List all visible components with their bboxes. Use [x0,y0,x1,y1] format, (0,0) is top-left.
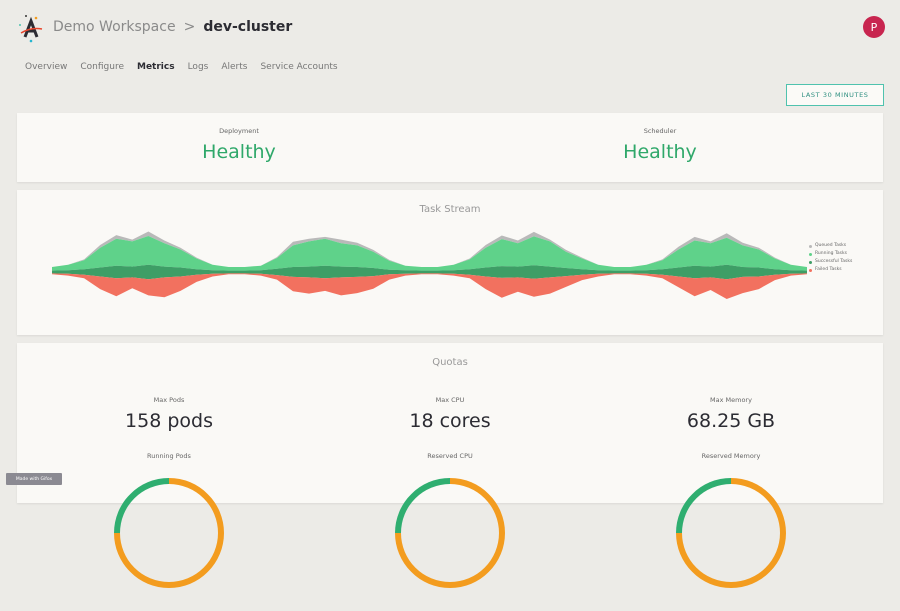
max-memory-value: 68.25 GB [686,410,776,432]
max-cpu-value: 18 cores [409,410,491,432]
avatar[interactable]: P [863,16,885,38]
running-pods-label: Running Pods [147,452,191,460]
max-pods-value: 158 pods [125,410,213,432]
time-range-button[interactable]: LAST 30 MINUTES [786,84,884,106]
status-card: Deployment Healthy Scheduler Healthy [17,113,883,182]
header: Demo Workspace > dev-cluster P Overview … [0,0,900,113]
breadcrumb-workspace[interactable]: Demo Workspace [53,19,176,35]
legend-label: Running Tasks [815,251,847,256]
stream-layer-successful-tasks [52,264,807,280]
max-pods-label: Max Pods [153,396,185,404]
tab-overview[interactable]: Overview [25,62,68,72]
nav-tabs: Overview Configure Metrics Logs Alerts S… [25,62,338,72]
astronomer-logo[interactable] [16,13,46,43]
chevron-right-icon: > [183,19,196,35]
max-cpu-label: Max CPU [435,396,465,404]
stream-layer-failed-tasks [52,273,807,299]
legend-dot [809,252,812,256]
reserved-memory-gauge [653,455,809,611]
legend-item[interactable]: Failed Tasks [809,266,852,274]
task-stream-chart [52,231,807,299]
tab-logs[interactable]: Logs [187,62,209,72]
reserved-cpu-gauge [372,455,528,611]
legend-item[interactable]: Running Tasks [809,250,852,258]
reserved-memory-label: Reserved Memory [701,452,761,460]
made-with-gifox-badge[interactable]: Made with Gifox [6,473,62,485]
tab-service-accounts[interactable]: Service Accounts [260,62,338,72]
tab-alerts[interactable]: Alerts [221,62,248,72]
running-pods-gauge [91,455,247,611]
legend-dot [809,260,812,264]
max-memory-label: Max Memory [710,396,752,404]
quotas-card: Quotas Max Pods 158 pods Running Pods Ma… [17,343,883,611]
legend-item[interactable]: Successful Tasks [809,258,852,266]
quotas-title: Quotas [432,357,468,368]
reserved-cpu-label: Reserved CPU [427,452,473,460]
tab-configure[interactable]: Configure [80,62,124,72]
tab-metrics[interactable]: Metrics [137,62,175,72]
breadcrumb-cluster[interactable]: dev-cluster [203,19,293,35]
legend-label: Failed Tasks [815,267,842,272]
legend-dot [809,244,812,248]
scheduler-label: Scheduler [643,127,677,135]
legend-label: Successful Tasks [815,259,853,264]
legend-dot [809,268,812,272]
breadcrumb: Demo Workspace > dev-cluster [53,19,292,35]
legend-item[interactable]: Queued Tasks [809,242,852,250]
task-stream-title: Task Stream [419,204,481,215]
scheduler-status: Healthy [623,141,697,163]
legend-label: Queued Tasks [815,243,847,248]
deployment-label: Deployment [219,127,259,135]
task-stream-card: Task Stream Queued Tasks Running Tasks S… [17,190,883,335]
deployment-status: Healthy [202,141,276,163]
chart-legend: Queued Tasks Running Tasks Successful Ta… [809,242,852,274]
